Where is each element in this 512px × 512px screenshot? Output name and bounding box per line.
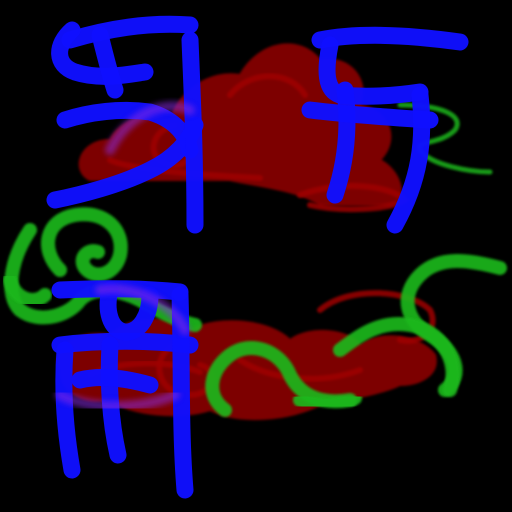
- glyph-top-right-top-bar: [311, 26, 469, 51]
- violet-overlay-1: [105, 101, 195, 155]
- glyph-bottom-left-middle-bar: [51, 332, 199, 354]
- glyph-top-left-top-bar: [61, 15, 199, 49]
- glyph-bottom-left-left-stem: [55, 341, 81, 479]
- violet-overlay: [55, 101, 195, 412]
- glyph-top-right-right-stem: [386, 86, 431, 234]
- glyph-top-right: [301, 26, 469, 234]
- glyph-top-right-left-lower: [326, 81, 356, 204]
- glyph-bottom-left-inner-stem: [100, 336, 127, 464]
- glyph-top-left-left-stem: [51, 21, 154, 85]
- swirl-top-right: [397, 102, 493, 175]
- swirl-top-right-arc: [397, 102, 493, 175]
- violet-overlay-3: [95, 284, 190, 335]
- glyph-bottom-left-hook: [71, 369, 159, 394]
- swirl-left-hook: [3, 273, 52, 307]
- cloud-bottom-swirl-2: [317, 290, 436, 344]
- swirl-right-hook: [293, 391, 362, 412]
- glyph-top-left: [46, 15, 204, 234]
- glyph-top-right-middle: [301, 101, 439, 129]
- violet-overlay-2: [55, 390, 180, 412]
- cloud-top-swirl-3: [107, 157, 263, 181]
- cloud-top-swirl-2: [227, 73, 308, 98]
- glyph-top-left-middle: [91, 26, 124, 99]
- glyph-bottom-left-inner-box: [99, 281, 159, 341]
- swirl-right: [205, 254, 507, 417]
- swirl-right-curl: [333, 317, 460, 397]
- glyph-top-left-right-stem: [181, 31, 204, 234]
- swirl-left-main: [41, 207, 128, 282]
